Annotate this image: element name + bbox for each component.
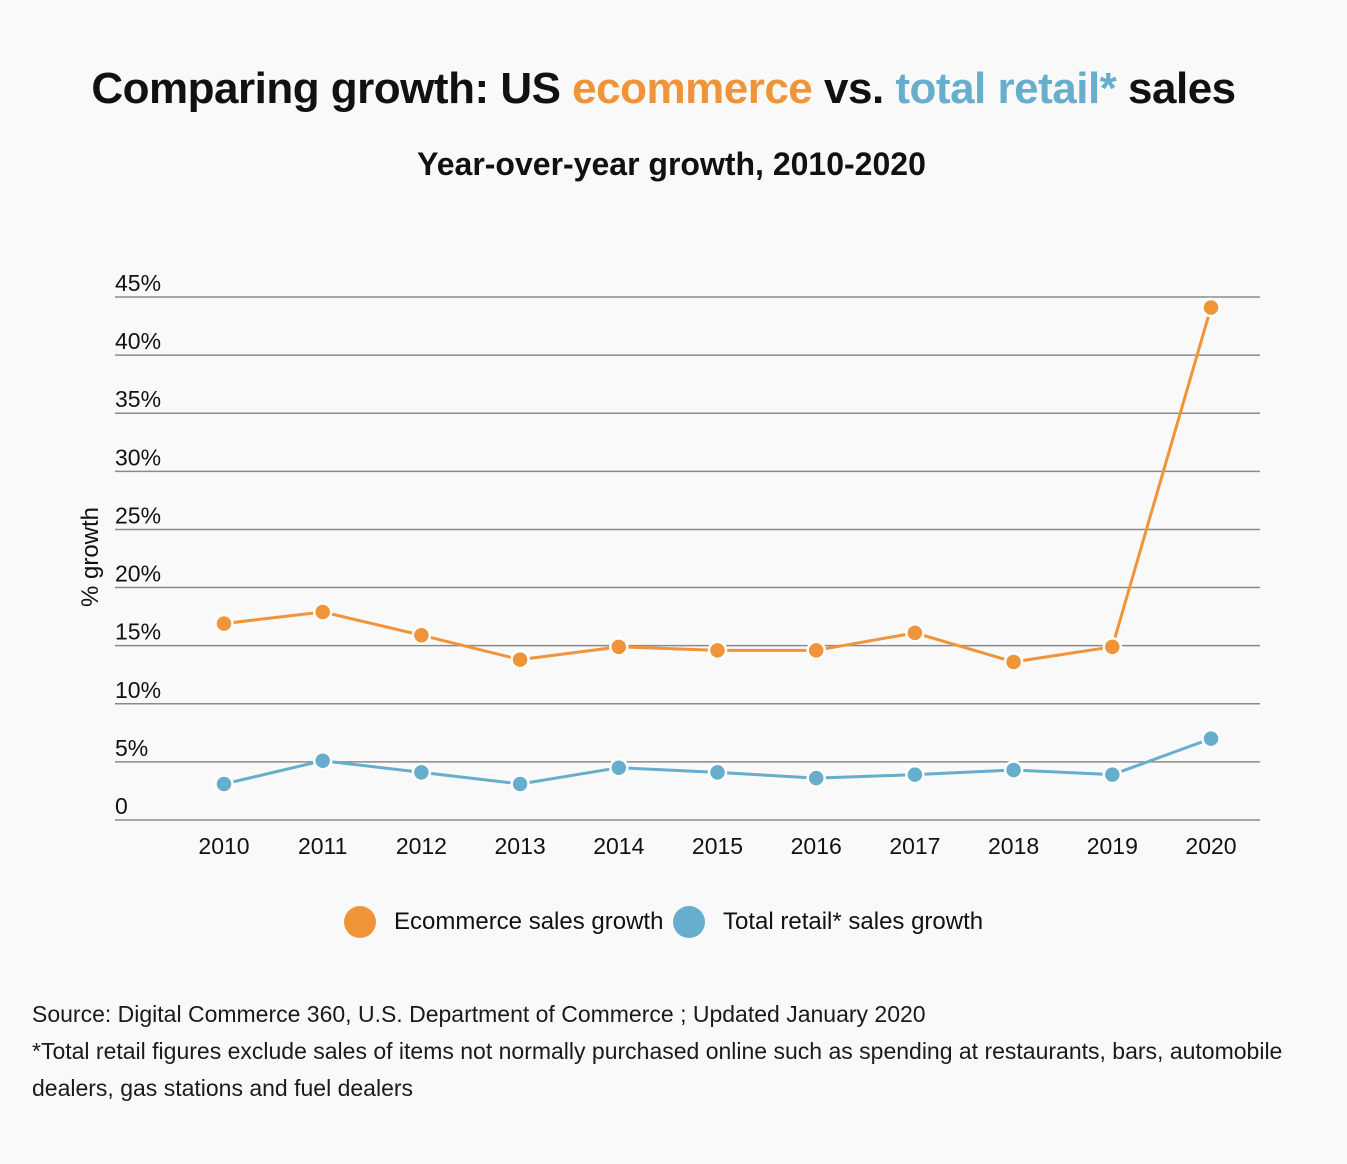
data-point-0 <box>1201 297 1221 318</box>
data-point-1 <box>905 764 925 785</box>
chart-legend: Ecommerce sales growth Total retail* sal… <box>0 906 1347 944</box>
x-tick-label: 2014 <box>593 833 644 859</box>
x-tick-label: 2013 <box>495 833 546 859</box>
data-point-0 <box>707 640 728 661</box>
y-tick-label: 45% <box>115 270 161 296</box>
data-point-0 <box>1102 637 1123 657</box>
data-point-1 <box>1201 728 1221 749</box>
data-point-0 <box>905 623 925 643</box>
data-point-0 <box>214 613 234 634</box>
title-part-2: vs. <box>812 64 896 113</box>
chart-title: Comparing growth: US ecommerce vs. total… <box>0 64 1327 114</box>
y-tick-label: 35% <box>115 386 161 412</box>
data-point-0 <box>312 602 333 622</box>
legend-item-retail: Total retail* sales growth <box>673 906 983 938</box>
y-tick-label: 10% <box>115 677 161 703</box>
data-point-1 <box>312 750 333 771</box>
title-part-3: sales <box>1116 64 1236 113</box>
x-tick-label: 2019 <box>1087 833 1138 859</box>
legend-swatch-retail <box>673 906 705 938</box>
data-point-1 <box>1003 760 1024 780</box>
data-point-1 <box>411 762 432 783</box>
y-tick-label: 40% <box>115 328 161 354</box>
x-tick-labels: 2010 2011 2012 2013 2014 2015 2016 2017 2018 2019… <box>198 833 1236 859</box>
title-ecommerce-highlight: ecommerce <box>572 64 813 113</box>
legend-label-retail: Total retail* sales growth <box>723 908 984 935</box>
x-tick-label: 2018 <box>988 833 1039 859</box>
grid-layer <box>115 296 1260 821</box>
x-tick-label: 2012 <box>396 833 447 859</box>
x-tick-label: 2017 <box>889 833 940 859</box>
y-tick-label: 25% <box>115 502 161 528</box>
title-retail-highlight: total retail* <box>895 64 1117 113</box>
legend-label-ecommerce: Ecommerce sales growth <box>394 908 664 935</box>
legend-swatch-ecommerce <box>344 906 376 938</box>
chart-subtitle: Year-over-year growth, 2010-2020 <box>417 146 926 182</box>
x-tick-label: 2010 <box>198 833 249 859</box>
data-point-0 <box>411 625 432 645</box>
y-tick-label: 0 <box>115 793 128 819</box>
data-point-0 <box>609 637 629 657</box>
y-tick-label: 15% <box>115 619 161 645</box>
x-tick-label: 2015 <box>692 833 743 859</box>
series-line-0 <box>223 307 1213 664</box>
line-chart: 0 5% 10% 15% 20% 25% 30% 35% 40% 45% 2010 2011 2012… <box>77 270 1260 859</box>
y-tick-labels: 0 5% 10% 15% 20% 25% 30% 35% 40% 45% <box>115 270 161 819</box>
y-axis-label: % growth <box>77 507 104 607</box>
y-tick-label: 30% <box>115 444 161 470</box>
footnote: Source: Digital Commerce 360, U.S. Depar… <box>32 996 1322 1107</box>
title-part-1: Comparing growth: US <box>91 64 573 113</box>
data-point-1 <box>806 768 826 788</box>
data-point-1 <box>609 757 629 778</box>
x-tick-label: 2020 <box>1185 833 1236 859</box>
legend-item-ecommerce: Ecommerce sales growth <box>344 906 663 938</box>
data-point-1 <box>1102 764 1123 785</box>
x-tick-label: 2011 <box>298 833 347 859</box>
data-point-1 <box>707 762 728 783</box>
y-tick-label: 20% <box>115 561 161 587</box>
x-tick-label: 2016 <box>791 833 842 859</box>
data-point-1 <box>510 774 530 794</box>
source-note: Source: Digital Commerce 360, U.S. Depar… <box>32 1001 926 1027</box>
exclusion-note: *Total retail figures exclude sales of i… <box>32 1038 1283 1101</box>
data-point-0 <box>510 649 530 670</box>
data-point-0 <box>1003 652 1024 672</box>
series-layer <box>214 297 1221 794</box>
data-point-1 <box>214 774 234 794</box>
y-tick-label: 5% <box>115 735 148 761</box>
data-point-0 <box>806 640 826 661</box>
